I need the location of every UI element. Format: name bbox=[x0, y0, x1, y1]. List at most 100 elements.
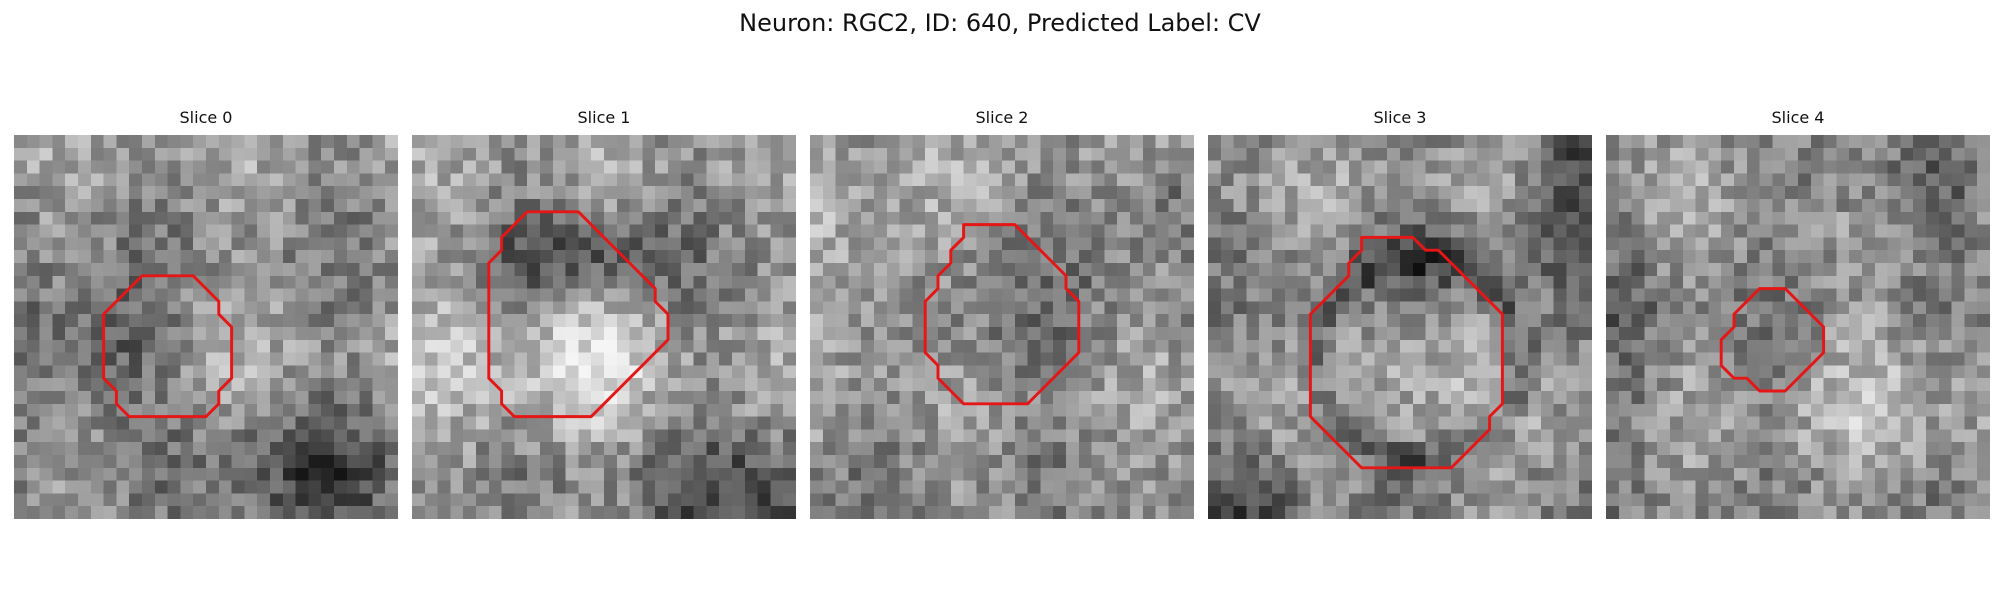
image-pixel bbox=[14, 250, 28, 264]
image-pixel bbox=[1862, 506, 1876, 519]
image-pixel bbox=[1489, 135, 1503, 149]
image-pixel bbox=[1208, 173, 1222, 187]
image-pixel bbox=[540, 327, 554, 341]
image-pixel bbox=[424, 237, 438, 251]
image-pixel bbox=[1053, 506, 1067, 519]
image-pixel bbox=[1785, 237, 1799, 251]
image-pixel bbox=[1926, 314, 1940, 328]
image-pixel bbox=[835, 442, 849, 456]
image-pixel bbox=[1361, 135, 1375, 149]
image-pixel bbox=[874, 263, 888, 277]
image-pixel bbox=[359, 429, 373, 443]
image-pixel bbox=[244, 378, 258, 392]
image-pixel bbox=[193, 365, 207, 379]
image-pixel bbox=[244, 339, 258, 353]
image-pixel bbox=[810, 199, 824, 213]
image-pixel bbox=[886, 301, 900, 315]
image-pixel bbox=[886, 442, 900, 456]
image-pixel bbox=[1168, 301, 1182, 315]
image-pixel bbox=[1091, 480, 1105, 494]
image-pixel bbox=[976, 429, 990, 443]
image-pixel bbox=[861, 480, 875, 494]
image-pixel bbox=[1066, 275, 1080, 289]
image-pixel bbox=[1425, 224, 1439, 238]
image-pixel bbox=[78, 314, 92, 328]
image-pixel bbox=[463, 480, 477, 494]
image-pixel bbox=[450, 147, 464, 161]
image-pixel bbox=[783, 237, 796, 251]
image-pixel bbox=[848, 403, 862, 417]
image-pixel bbox=[1476, 480, 1490, 494]
image-pixel bbox=[925, 327, 939, 341]
image-pixel bbox=[1874, 327, 1888, 341]
image-pixel bbox=[1540, 237, 1554, 251]
image-pixel bbox=[385, 301, 398, 315]
image-pixel bbox=[1785, 160, 1799, 174]
image-pixel bbox=[744, 160, 758, 174]
image-pixel bbox=[719, 250, 733, 264]
image-pixel bbox=[719, 173, 733, 187]
image-pixel bbox=[1374, 173, 1388, 187]
image-pixel bbox=[642, 467, 656, 481]
image-pixel bbox=[1142, 314, 1156, 328]
image-pixel bbox=[1721, 250, 1735, 264]
image-pixel bbox=[372, 199, 386, 213]
image-pixel bbox=[668, 442, 682, 456]
image-pixel bbox=[1515, 365, 1529, 379]
image-pixel bbox=[668, 365, 682, 379]
image-pixel bbox=[295, 301, 309, 315]
image-pixel bbox=[193, 339, 207, 353]
image-pixel bbox=[244, 224, 258, 238]
image-pixel bbox=[1130, 467, 1144, 481]
image-pixel bbox=[1785, 467, 1799, 481]
image-pixel bbox=[1682, 147, 1696, 161]
image-pixel bbox=[1670, 160, 1684, 174]
image-pixel bbox=[1540, 339, 1554, 353]
image-pixel bbox=[437, 327, 451, 341]
image-pixel bbox=[963, 275, 977, 289]
image-pixel bbox=[1862, 429, 1876, 443]
image-pixel bbox=[437, 211, 451, 225]
image-pixel bbox=[1374, 467, 1388, 481]
image-pixel bbox=[1734, 186, 1748, 200]
image-pixel bbox=[1374, 263, 1388, 277]
image-pixel bbox=[142, 301, 156, 315]
image-pixel bbox=[1297, 211, 1311, 225]
image-pixel bbox=[1502, 506, 1516, 519]
image-pixel bbox=[78, 275, 92, 289]
image-pixel bbox=[1657, 378, 1671, 392]
image-pixel bbox=[1002, 186, 1016, 200]
image-pixel bbox=[1874, 211, 1888, 225]
image-pixel bbox=[719, 442, 733, 456]
image-pixel bbox=[424, 160, 438, 174]
image-pixel bbox=[552, 250, 566, 264]
image-pixel bbox=[1900, 288, 1914, 302]
image-pixel bbox=[1078, 442, 1092, 456]
image-pixel bbox=[680, 339, 694, 353]
image-pixel bbox=[1938, 493, 1952, 507]
image-pixel bbox=[463, 199, 477, 213]
image-pixel bbox=[527, 480, 541, 494]
image-pixel bbox=[1708, 275, 1722, 289]
image-pixel bbox=[1772, 173, 1786, 187]
image-pixel bbox=[719, 339, 733, 353]
image-pixel bbox=[1233, 327, 1247, 341]
image-pixel bbox=[706, 467, 720, 481]
image-pixel bbox=[1836, 147, 1850, 161]
image-pixel bbox=[1233, 250, 1247, 264]
image-pixel bbox=[770, 250, 784, 264]
image-pixel bbox=[655, 365, 669, 379]
image-pixel bbox=[540, 250, 554, 264]
image-pixel bbox=[103, 391, 117, 405]
image-pixel bbox=[39, 391, 53, 405]
image-pixel bbox=[26, 378, 40, 392]
image-pixel bbox=[1670, 339, 1684, 353]
slice-title-1: Slice 1 bbox=[577, 108, 631, 127]
image-pixel bbox=[1785, 199, 1799, 213]
image-pixel bbox=[1926, 147, 1940, 161]
image-pixel bbox=[231, 263, 245, 277]
image-pixel bbox=[1644, 211, 1658, 225]
image-pixel bbox=[1297, 442, 1311, 456]
image-pixel bbox=[1476, 455, 1490, 469]
image-pixel bbox=[1553, 506, 1567, 519]
